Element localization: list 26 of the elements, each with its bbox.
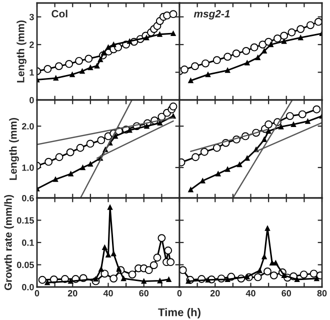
x-tick-label: 60	[282, 290, 292, 296]
y-axis-title: Length (mm)	[16, 20, 26, 82]
y-tick-label: 0.05	[17, 262, 34, 268]
annotation: Col	[52, 10, 68, 18]
x-tick-label: 20	[68, 290, 78, 296]
y-tick-label: 0.6	[22, 194, 34, 202]
x-tick-label: 0	[177, 290, 182, 296]
x-tick-label: 40	[246, 290, 256, 296]
y-tick-label: 2.0	[22, 123, 34, 130]
y-axis-title: Growth rate (mm/h)	[4, 194, 14, 290]
x-axis-title: Time (h)	[158, 308, 200, 318]
y-tick-label: 3	[29, 14, 34, 20]
y-axis-title: Length (mm)	[9, 118, 19, 180]
y-tick-label: 1	[30, 69, 34, 76]
y-tick-label: 1.0	[22, 164, 34, 171]
x-tick-label: 40	[103, 290, 113, 296]
x-tick-label: 60	[139, 290, 149, 296]
y-tick-label: 2	[30, 42, 34, 48]
x-tick-label: 80	[317, 290, 327, 296]
x-tick-label: 20	[210, 290, 220, 296]
y-tick-label: 0.0	[22, 284, 34, 290]
x-tick-label: 0	[34, 290, 40, 296]
y-tick-label: 0.15	[17, 217, 34, 224]
annotation: msg2-1	[194, 10, 230, 20]
y-tick-label: 0	[30, 96, 34, 104]
y-tick-label: 0.1	[22, 239, 34, 246]
